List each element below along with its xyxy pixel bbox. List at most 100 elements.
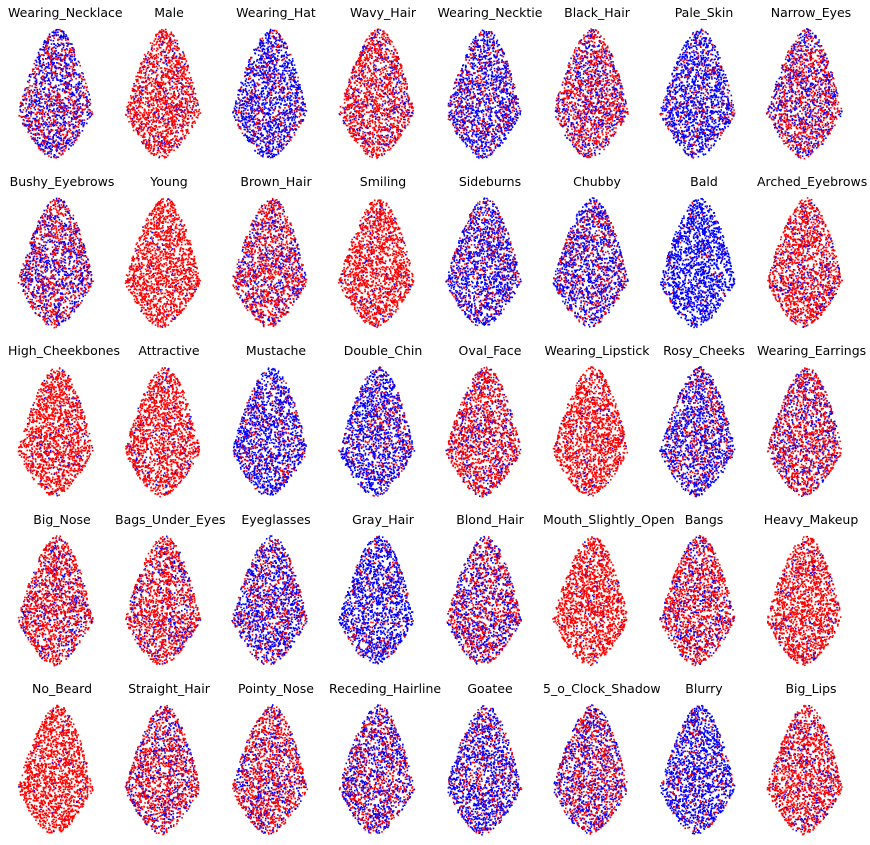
point-positive: [176, 86, 178, 88]
point-positive: [75, 86, 77, 88]
point-negative: [60, 123, 62, 125]
point-negative: [267, 156, 269, 158]
point-positive: [142, 114, 144, 116]
point-negative: [235, 100, 237, 102]
point-positive: [166, 43, 168, 45]
point-positive: [140, 135, 142, 137]
point-positive: [151, 90, 153, 92]
point-positive: [51, 122, 53, 124]
point-negative: [44, 80, 46, 82]
point-positive: [127, 116, 129, 118]
point-positive: [155, 117, 157, 119]
point-negative: [290, 81, 292, 83]
point-negative: [266, 102, 268, 104]
point-negative: [84, 122, 86, 124]
point-negative: [254, 95, 256, 97]
point-positive: [60, 150, 62, 152]
point-positive: [151, 77, 153, 79]
point-negative: [50, 157, 52, 159]
point-negative: [53, 58, 55, 60]
point-positive: [144, 104, 146, 106]
point-positive: [146, 147, 148, 149]
point-positive: [183, 54, 185, 56]
point-positive: [70, 130, 72, 132]
point-negative: [44, 52, 46, 54]
point-positive: [164, 83, 166, 85]
point-positive: [169, 34, 171, 36]
point-positive: [48, 155, 50, 157]
point-positive: [258, 145, 260, 147]
point-negative: [166, 104, 168, 106]
point-negative: [275, 122, 277, 124]
point-negative: [88, 101, 90, 103]
point-negative: [253, 124, 255, 126]
point-positive: [147, 101, 149, 103]
point-positive: [178, 58, 180, 60]
point-positive: [78, 124, 80, 126]
point-positive: [160, 37, 162, 39]
point-positive: [81, 111, 83, 113]
point-negative: [264, 106, 266, 108]
point-positive: [43, 136, 45, 138]
point-negative: [289, 88, 291, 90]
point-negative: [270, 97, 272, 99]
point-negative: [47, 142, 49, 144]
point-negative: [59, 153, 61, 155]
point-positive: [166, 133, 168, 135]
point-positive: [31, 74, 33, 76]
point-negative: [145, 81, 147, 83]
point-positive: [149, 137, 151, 139]
point-positive: [177, 73, 179, 75]
point-negative: [64, 117, 66, 119]
point-positive: [172, 120, 174, 122]
point-negative: [297, 80, 299, 82]
point-negative: [255, 53, 257, 55]
point-positive: [62, 152, 64, 154]
point-positive: [270, 92, 272, 94]
point-positive: [159, 122, 161, 124]
point-positive: [173, 146, 175, 148]
point-positive: [181, 93, 183, 95]
point-positive: [248, 77, 250, 79]
point-negative: [289, 117, 291, 119]
point-positive: [63, 68, 65, 70]
point-positive: [164, 108, 166, 110]
point-positive: [173, 48, 175, 50]
point-negative: [77, 108, 79, 110]
point-positive: [29, 106, 31, 108]
point-negative: [252, 84, 254, 86]
point-negative: [287, 62, 289, 64]
point-positive: [51, 143, 53, 145]
point-positive: [36, 121, 38, 123]
point-positive: [68, 65, 70, 67]
point-positive: [172, 118, 174, 120]
point-positive: [237, 97, 239, 99]
point-negative: [286, 126, 288, 128]
point-positive: [59, 95, 61, 97]
point-negative: [272, 60, 274, 62]
point-positive: [145, 74, 147, 76]
point-negative: [296, 116, 298, 118]
point-positive: [170, 93, 172, 95]
point-negative: [70, 58, 72, 60]
point-negative: [149, 140, 151, 142]
point-positive: [280, 122, 282, 124]
point-negative: [269, 46, 271, 48]
point-positive: [71, 133, 73, 135]
point-positive: [91, 111, 93, 113]
point-positive: [154, 57, 156, 59]
point-negative: [294, 119, 296, 121]
point-positive: [55, 97, 57, 99]
point-positive: [187, 91, 189, 93]
point-positive: [162, 130, 164, 132]
point-positive: [178, 97, 180, 99]
point-negative: [36, 116, 38, 118]
point-negative: [244, 122, 246, 124]
point-negative: [261, 91, 263, 93]
point-positive: [38, 146, 40, 148]
point-positive: [21, 104, 23, 106]
point-negative: [267, 141, 269, 143]
point-positive: [157, 74, 159, 76]
point-negative: [179, 144, 181, 146]
point-negative: [78, 129, 80, 131]
